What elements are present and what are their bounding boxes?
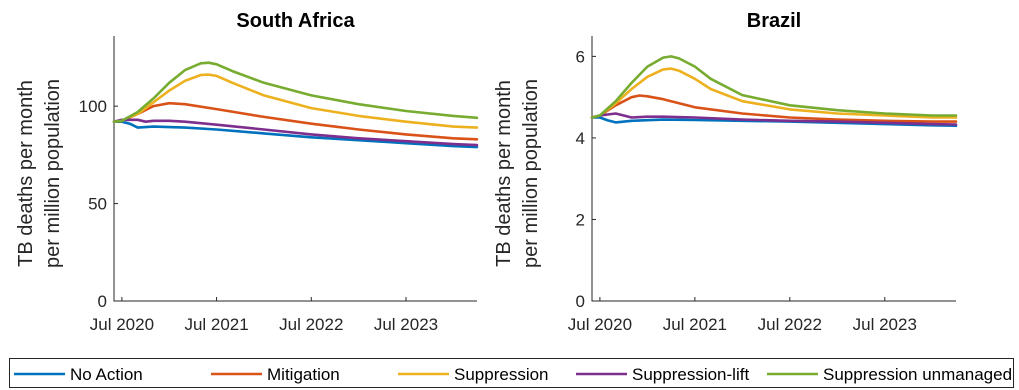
series-line-suppression [112,73,479,129]
chart-title: South Africa [236,10,355,32]
x-tick-label: Jul 2020 [90,315,154,334]
legend: No Action Mitigation Suppression Suppressio… [9,358,1014,388]
legend-label-suppression: Suppression [454,365,549,384]
series-line-mitigation [590,94,958,123]
y-tick-label: 2 [576,210,585,229]
legend-label-no-action: No Action [70,365,143,384]
y-tick-label: 0 [576,292,585,311]
series-line-suppression-unmanaged [590,55,958,119]
y-axis-label-line1: TB deaths per month [493,80,515,267]
x-tick-label: Jul 2021 [184,315,248,334]
axes [591,36,956,302]
chart-south-africa: South Africa TB deaths per month per milli… [15,10,479,334]
legend-box [9,358,1014,388]
x-tick-label: Jul 2020 [568,315,632,334]
y-axis-label-line2: per million population [520,79,542,268]
y-axis-label-line2: per million population [42,79,64,268]
y-tick-label: 6 [576,47,585,66]
x-tick-label: Jul 2021 [663,315,727,334]
x-tick-label: Jul 2023 [374,315,438,334]
series-line-suppression [590,67,958,119]
y-axis-label-line1: TB deaths per month [15,80,37,267]
legend-label-suppression-unmanaged: Suppression unmanaged [823,365,1012,384]
series-line-suppression-unmanaged [112,61,479,123]
y-tick-label: 100 [79,97,107,116]
chart-brazil: Brazil TB deaths per month per million pop… [493,10,958,334]
legend-label-mitigation: Mitigation [267,365,340,384]
y-tick-label: 0 [98,292,107,311]
legend-label-suppression-lift: Suppression-lift [632,365,749,384]
axes [113,36,477,302]
x-tick-label: Jul 2022 [758,315,822,334]
chart-title: Brazil [747,10,801,32]
series-line-suppression-lift [112,118,479,147]
y-tick-label: 4 [576,129,585,148]
x-tick-label: Jul 2022 [279,315,343,334]
x-tick-label: Jul 2023 [853,315,917,334]
y-tick-label: 50 [88,195,107,214]
series-line-suppression-lift [590,112,958,126]
series-line-no-action [112,120,479,149]
